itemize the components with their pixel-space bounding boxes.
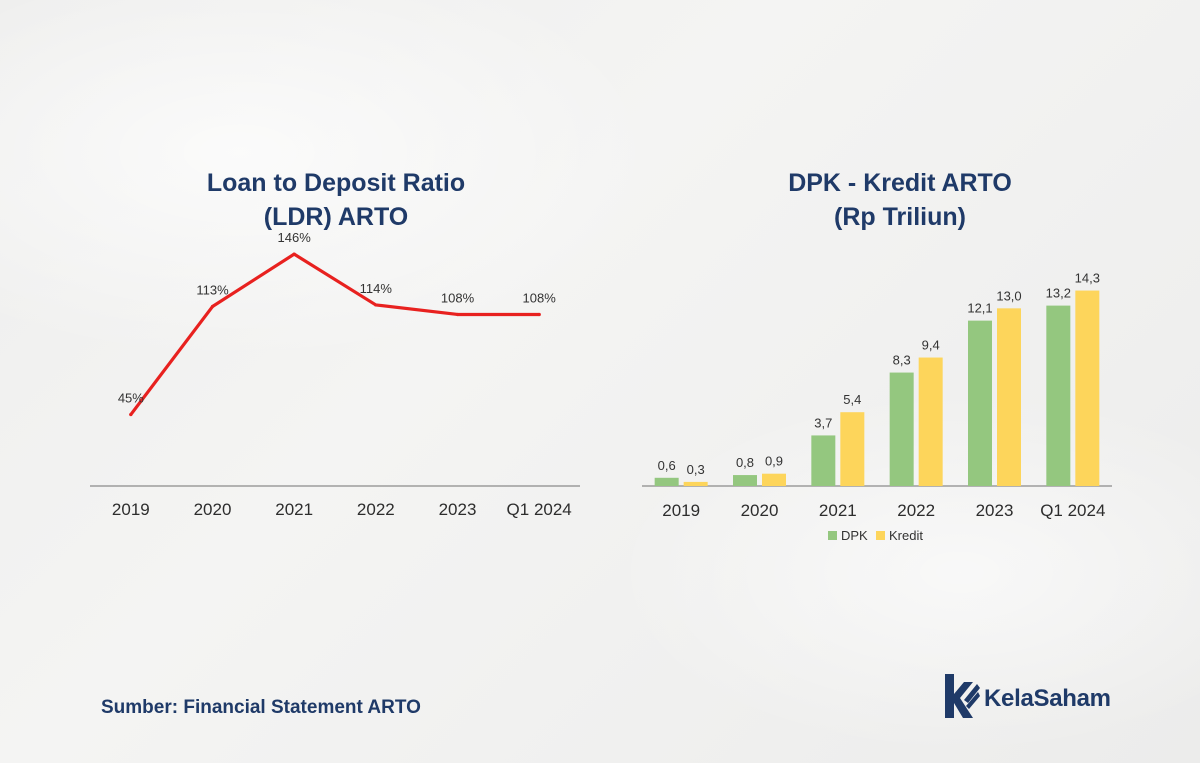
legend-label-dpk: DPK [841,528,868,543]
dpk-data-label: 3,7 [814,415,832,430]
legend-label-kredit: Kredit [889,528,923,543]
legend-swatch-kredit [876,531,885,540]
ldr-x-tick-label: 2020 [194,500,232,519]
dpk-x-tick-label: 2020 [741,501,779,520]
kredit-bar [840,412,865,486]
ldr-data-point [455,312,460,317]
ldr-data-point [210,304,215,309]
ldr-x-tick-label: 2022 [357,500,395,519]
ldr-data-label: 108% [523,290,557,305]
dpk-data-label: 13,2 [1046,286,1071,301]
kredit-bar [683,481,708,486]
kredit-bar [762,473,786,486]
kredit-bar [997,308,1021,486]
dpk-data-label: 0,6 [658,458,676,473]
kredit-bar [1075,290,1100,486]
ldr-data-label: 114% [360,281,393,296]
dpk-data-label: 0,8 [736,455,754,470]
ldr-x-tick-label: Q1 2024 [507,500,572,519]
dpk-bar [733,475,757,486]
dpk-bar [968,320,992,486]
source-note: Sumber: Financial Statement ARTO [101,697,421,718]
ldr-data-label: 146% [278,230,312,245]
ldr-data-point [374,303,378,307]
ldr-x-tick-label: 2019 [112,500,150,519]
ldr-data-label: 113% [196,283,229,298]
kredit-data-label: 13,0 [996,288,1021,303]
dpk-x-tick-label: 2019 [662,501,700,520]
kredit-data-label: 14,3 [1075,271,1100,286]
dpk-bar [654,477,679,486]
kredit-data-label: 0,9 [765,454,783,469]
dpk-bar [889,372,914,486]
ldr-title-line-1: Loan to Deposit Ratio [206,169,466,197]
dpk-bar [811,435,836,486]
brand-name: KelaSaham [984,685,1111,712]
kredit-bar [918,357,943,486]
ldr-x-tick-label: 2021 [275,500,313,519]
ldr-data-label: 45% [118,391,144,406]
ldr-data-point [537,312,541,317]
dpk-x-tick-label: 2022 [897,501,935,520]
kelasaham-logo-icon [945,674,980,718]
ldr-series-line [129,252,541,417]
dpk-chart-title: DPK - Kredit ARTO (Rp Triliun) [700,166,1100,234]
ldr-data-point [292,252,296,256]
dpk-title-line-1: DPK - Kredit ARTO [788,169,1012,197]
legend-swatch-dpk [828,531,837,540]
ldr-data-point [129,412,133,417]
dpk-data-label: 12,1 [967,301,992,316]
dpk-x-tick-label: Q1 2024 [1040,501,1105,520]
dpk-data-label: 8,3 [893,353,911,368]
kredit-data-label: 9,4 [922,338,940,353]
kredit-data-label: 5,4 [843,392,861,407]
ldr-title-line-2: (LDR) ARTO [263,203,409,231]
brand-logo: KelaSaham [942,672,1132,722]
ldr-x-tick-label: 2023 [439,500,477,519]
dpk-title-line-2: (Rp Triliun) [834,203,966,231]
dpk-x-tick-label: 2023 [976,501,1014,520]
ldr-data-label: 108% [441,290,475,305]
kredit-data-label: 0,3 [687,462,705,477]
dpk-bar [1046,305,1071,486]
ldr-chart-title: Loan to Deposit Ratio (LDR) ARTO [136,166,536,234]
dpk-x-tick-label: 2021 [819,501,857,520]
